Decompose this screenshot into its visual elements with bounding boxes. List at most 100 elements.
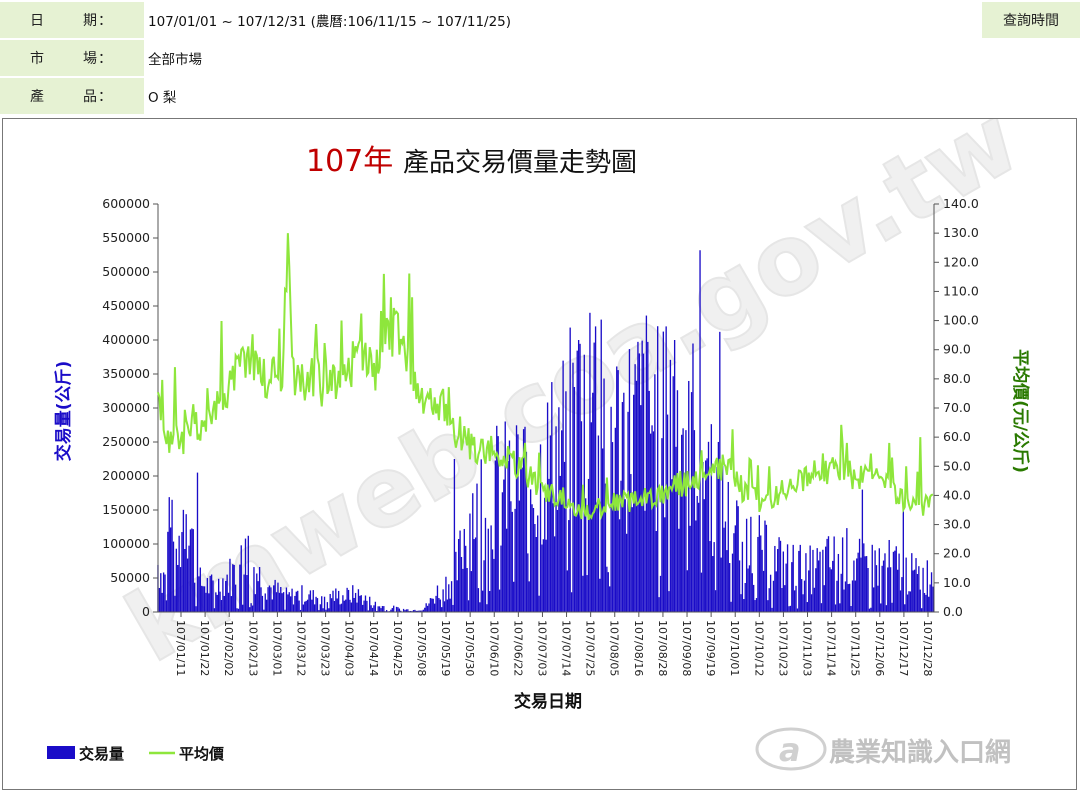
- volume-bar: [382, 606, 383, 612]
- volume-bar: [218, 579, 219, 612]
- volume-bar: [330, 594, 331, 612]
- volume-bar: [313, 590, 314, 612]
- volume-bar: [184, 549, 185, 612]
- volume-bar: [618, 370, 619, 612]
- volume-bar: [794, 590, 795, 612]
- product-filter-row: 產品： O 梨: [0, 78, 176, 114]
- legend-volume-swatch: [47, 746, 75, 759]
- volume-bar: [338, 591, 339, 612]
- volume-bar: [207, 578, 208, 612]
- volume-bar: [743, 599, 744, 612]
- legend: 交易量 平均價: [47, 745, 225, 763]
- volume-bar: [825, 547, 826, 612]
- y-left-tick-label: 300000: [102, 400, 150, 415]
- x-tick-label: 107/12/06: [873, 620, 886, 676]
- volume-bar: [366, 601, 367, 612]
- x-tick-label: 107/11/14: [825, 620, 838, 676]
- volume-bar: [795, 586, 796, 612]
- volume-bar: [361, 595, 362, 612]
- volume-bar: [503, 480, 504, 612]
- volume-bar: [567, 570, 568, 612]
- volume-bar: [571, 592, 572, 612]
- volume-bar: [490, 525, 491, 612]
- x-tick-label: 107/12/28: [921, 620, 934, 676]
- volume-bar: [852, 580, 853, 612]
- volume-bar: [279, 593, 280, 612]
- volume-bar: [341, 604, 342, 612]
- x-tick-label: 107/05/30: [463, 620, 476, 676]
- volume-bar: [193, 529, 194, 612]
- volume-bar: [747, 569, 748, 612]
- volume-bar: [715, 590, 716, 612]
- volume-bar: [241, 545, 242, 612]
- volume-bar: [783, 551, 784, 612]
- volume-bar: [202, 586, 203, 612]
- x-tick-label: 107/08/05: [608, 620, 621, 676]
- volume-bar: [249, 607, 250, 612]
- volume-bar: [273, 585, 274, 612]
- volume-bar: [225, 581, 226, 612]
- volume-bar: [512, 512, 513, 612]
- volume-bar: [764, 521, 765, 612]
- x-tick-label: 107/04/14: [367, 620, 380, 676]
- volume-bar: [667, 415, 668, 612]
- volume-bar: [701, 573, 702, 612]
- volume-bar: [558, 407, 559, 612]
- volume-bar: [499, 590, 500, 612]
- volume-bar: [865, 556, 866, 612]
- volume-bar: [468, 600, 469, 612]
- volume-bar: [342, 595, 343, 612]
- y-right-tick-label: 140.0: [943, 196, 979, 211]
- volume-bar: [673, 376, 674, 612]
- y-left-tick-label: 400000: [102, 332, 150, 347]
- volume-bar: [914, 570, 915, 612]
- query-time-button[interactable]: 查詢時間: [982, 2, 1080, 38]
- volume-bar: [616, 366, 617, 612]
- volume-bar: [766, 525, 767, 612]
- volume-bar: [303, 605, 304, 613]
- volume-bar: [578, 340, 579, 612]
- volume-bar: [235, 585, 236, 612]
- volume-bar: [884, 553, 885, 612]
- volume-bar: [466, 568, 467, 612]
- volume-bar: [297, 591, 298, 612]
- volume-bar: [253, 567, 254, 612]
- volume-bar: [773, 581, 774, 612]
- volume-bar: [846, 528, 847, 612]
- volume-bar: [520, 467, 521, 612]
- volume-bar: [472, 493, 473, 612]
- volume-bar: [516, 425, 517, 612]
- volume-bar: [595, 326, 596, 612]
- volume-bar: [530, 489, 531, 612]
- y-right-tick-label: 130.0: [943, 225, 979, 240]
- volume-bar: [500, 546, 501, 612]
- volume-bar: [561, 430, 562, 612]
- price-volume-chart: kmweb.coa.gov.tw 107年 產品交易價量走勢圖 60000055…: [3, 119, 1076, 789]
- x-tick-label: 107/02/13: [246, 620, 259, 676]
- volume-bar: [553, 503, 554, 612]
- volume-bar: [533, 508, 534, 612]
- volume-bar: [805, 553, 806, 612]
- date-label: 日期：: [0, 2, 144, 38]
- x-tick-label: 107/05/08: [415, 620, 428, 676]
- volume-bar: [373, 605, 374, 612]
- volume-bar: [619, 519, 620, 612]
- volume-bar: [458, 539, 459, 612]
- volume-bar: [615, 428, 616, 612]
- volume-bar: [697, 496, 698, 612]
- volume-bar: [495, 461, 496, 612]
- x-tick-label: 107/02/02: [222, 620, 235, 676]
- volume-bar: [694, 430, 695, 612]
- y-right-tick-label: 40.0: [943, 487, 971, 502]
- volume-bar: [214, 608, 215, 612]
- y-right-tick-label: 100.0: [943, 313, 979, 328]
- volume-bar: [212, 580, 213, 612]
- volume-bar: [304, 602, 305, 612]
- volume-bar: [294, 596, 295, 612]
- volume-bar: [280, 587, 281, 612]
- y-right-tick-label: 80.0: [943, 371, 971, 386]
- volume-bar: [476, 484, 477, 612]
- volume-bar: [437, 586, 438, 613]
- volume-bar: [879, 548, 880, 612]
